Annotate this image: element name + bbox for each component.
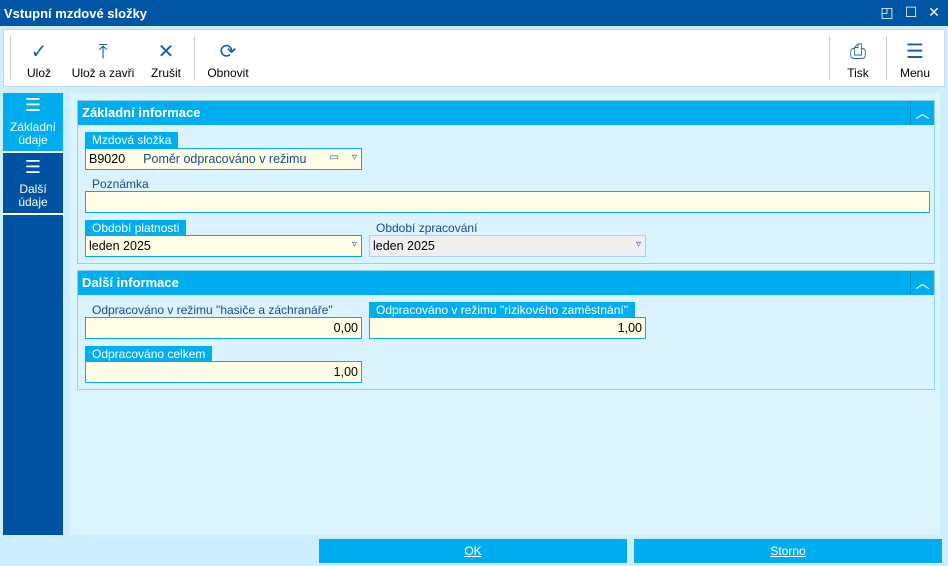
component-name: Poměr odpracováno v režimu [143, 152, 307, 166]
print-label: Tisk [847, 66, 869, 80]
printer-icon: ⎙ [850, 39, 866, 63]
save-button[interactable]: ✓ Ulož [16, 30, 62, 86]
check-star-icon: ✓ [30, 39, 48, 63]
window-title: Vstupní mzdové složky [4, 6, 148, 21]
cancel-button[interactable]: ✕ Zrušit [146, 30, 186, 86]
note-label: Poznámka [92, 177, 149, 191]
sidebar-item-basic[interactable]: ☰ Základní údaje [3, 93, 63, 153]
firefighter-label: Odpracováno v režimu "hasiče a záchranář… [92, 303, 333, 317]
note-input[interactable] [85, 191, 930, 213]
list-icon: ☰ [24, 157, 42, 178]
chevron-up-icon[interactable]: ︿ [910, 101, 934, 125]
processing-value: leden 2025 [373, 239, 435, 253]
restore-icon[interactable]: ◰ [880, 5, 894, 21]
dropdown-icon[interactable]: ▿ [635, 239, 641, 250]
validity-label: Období platnosti [85, 220, 187, 236]
section-header: Základní informace [78, 101, 934, 125]
risky-input[interactable]: 1,00 [369, 317, 646, 339]
divider [194, 36, 195, 80]
save-close-label: Ulož a zavři [71, 66, 135, 80]
section-more: Další informace ︿ Odpracováno v režimu "… [77, 270, 935, 390]
risky-label: Odpracováno v režimu "rizikového zaměstn… [369, 302, 635, 318]
sidebar-item-more[interactable]: ☰ Další údaje [3, 155, 63, 215]
save-close-button[interactable]: ⤒ Ulož a zavři [68, 30, 138, 86]
hamburger-icon: ☰ [906, 39, 924, 63]
divider [829, 36, 830, 80]
title-bar: Vstupní mzdové složky [0, 0, 948, 26]
sidebar: ☰ Základní údaje ☰ Další údaje [3, 93, 63, 535]
divider [886, 36, 887, 80]
chevron-up-icon[interactable]: ︿ [910, 271, 934, 295]
x-icon: ✕ [157, 39, 175, 63]
maximize-icon[interactable]: ☐ [904, 5, 918, 21]
menu-button[interactable]: ☰ Menu [892, 30, 938, 86]
menu-label: Menu [899, 66, 931, 80]
refresh-icon: ⟳ [219, 39, 237, 63]
print-button[interactable]: ⎙ Tisk [836, 30, 880, 86]
processing-select[interactable]: leden 2025 ▿ [369, 235, 646, 257]
book-icon[interactable]: ▭ [329, 152, 339, 163]
label: Další [19, 182, 47, 196]
toolbar: ✓ Ulož ⤒ Ulož a zavři ✕ Zrušit ⟳ Obnovit ⎙ Ti… [3, 29, 945, 87]
validity-select[interactable]: leden 2025 ▿ [85, 235, 362, 257]
validity-value: leden 2025 [89, 239, 151, 253]
section-header: Další informace [78, 271, 934, 295]
component-code: B9020 [89, 152, 126, 166]
firefighter-input[interactable]: 0,00 [85, 317, 362, 339]
section-basic: Základní informace ︿ Mzdová složka B9020… [77, 100, 935, 264]
total-input[interactable]: 1,00 [85, 361, 362, 383]
label: údaje [18, 195, 48, 209]
component-field[interactable]: B9020 Poměr odpracováno v režimu ▭ ▿ [85, 148, 362, 170]
component-label: Mzdová složka [85, 132, 179, 148]
dropdown-icon[interactable]: ▿ [351, 152, 357, 163]
processing-label: Období zpracování [376, 221, 478, 235]
close-icon[interactable]: ✕ [928, 5, 940, 21]
cancel-label: Zrušit [151, 66, 181, 80]
section-title: Další informace [82, 275, 179, 290]
list-icon: ☰ [24, 95, 42, 116]
refresh-button[interactable]: ⟳ Obnovit [202, 30, 254, 86]
total-label: Odpracováno celkem [85, 346, 213, 362]
divider [10, 36, 11, 80]
section-title: Základní informace [82, 105, 201, 120]
ok-button[interactable]: OK [319, 539, 627, 563]
label: Základní [9, 120, 57, 134]
refresh-label: Obnovit [207, 66, 249, 80]
dropdown-icon[interactable]: ▿ [351, 239, 357, 250]
storno-button[interactable]: Storno [634, 539, 942, 563]
save-label: Ulož [26, 66, 51, 80]
label: údaje [18, 133, 48, 147]
save-close-icon: ⤒ [98, 39, 108, 63]
